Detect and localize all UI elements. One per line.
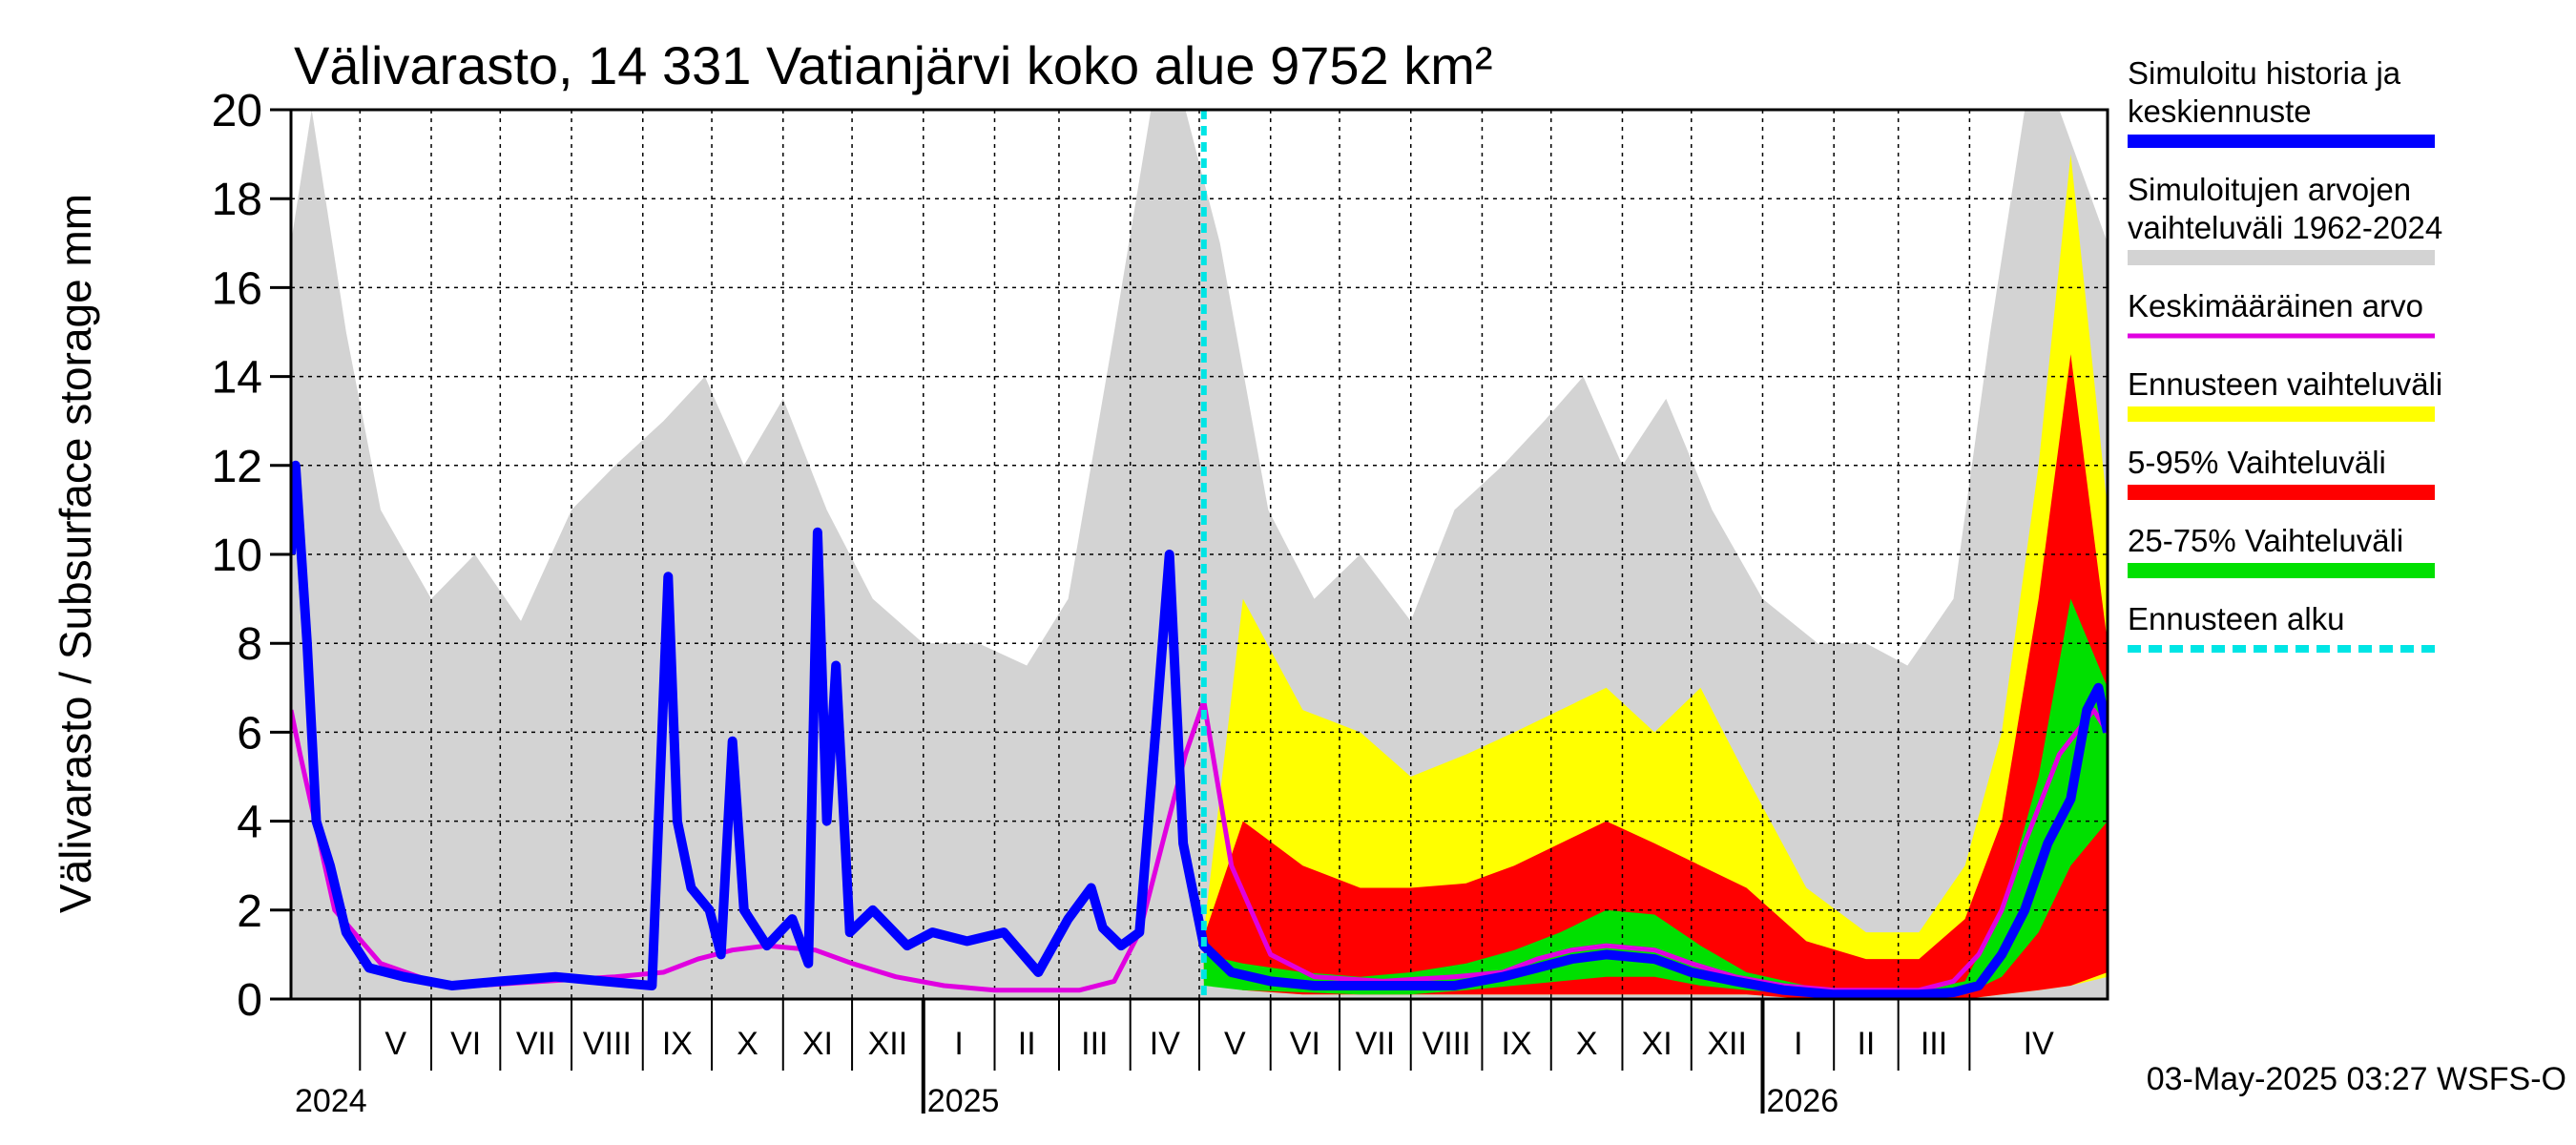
x-month-label: IX bbox=[1502, 1026, 1532, 1062]
x-month-label: VIII bbox=[1423, 1026, 1471, 1062]
x-month-label: IV bbox=[2024, 1026, 2054, 1062]
y-tick-label: 14 bbox=[212, 353, 262, 404]
x-month-label: VII bbox=[516, 1026, 556, 1062]
x-month-label: XII bbox=[868, 1026, 908, 1062]
x-month-label: V bbox=[384, 1026, 406, 1062]
y-tick-label: 6 bbox=[237, 708, 262, 759]
legend-swatch bbox=[2128, 250, 2435, 265]
y-tick-label: 16 bbox=[212, 263, 262, 314]
legend-label: vaihteluväli 1962-2024 bbox=[2128, 210, 2442, 245]
x-month-label: VI bbox=[450, 1026, 481, 1062]
legend-swatch bbox=[2128, 406, 2435, 422]
x-month-label: VI bbox=[1290, 1026, 1320, 1062]
y-tick-label: 0 bbox=[237, 975, 262, 1026]
y-tick-label: 18 bbox=[212, 175, 262, 225]
legend-swatch bbox=[2128, 485, 2435, 500]
x-month-label: X bbox=[1576, 1026, 1598, 1062]
x-month-label: XII bbox=[1707, 1026, 1747, 1062]
x-month-label: VIII bbox=[583, 1026, 632, 1062]
x-year-label: 2026 bbox=[1766, 1083, 1839, 1119]
x-month-label: XI bbox=[1642, 1026, 1672, 1062]
x-month-label: VII bbox=[1356, 1026, 1396, 1062]
footer-timestamp: 03-May-2025 03:27 WSFS-O bbox=[2147, 1061, 2566, 1097]
band-25-75-vaihteluvali bbox=[1203, 598, 2108, 997]
x-month-label: IV bbox=[1150, 1026, 1180, 1062]
y-tick-label: 2 bbox=[237, 886, 262, 937]
y-tick-label: 4 bbox=[237, 798, 262, 848]
legend-label: Ennusteen alku bbox=[2128, 601, 2345, 636]
band-ennusteen-vaihteluvali bbox=[1203, 154, 2108, 999]
legend-label: 25-75% Vaihteluväli bbox=[2128, 523, 2403, 558]
y-ticks: 0 2 4 6 8 10 12 14 16 18 20 bbox=[212, 86, 291, 1026]
x-month-label: X bbox=[737, 1026, 758, 1062]
x-axis: V VI VII VIII IX X XI XII I II III IV V VI VII VIII IX X X… bbox=[295, 999, 2054, 1119]
lines-layer bbox=[291, 110, 2108, 999]
x-month-label: I bbox=[1794, 1026, 1802, 1062]
legend-label: Ennusteen vaihteluväli bbox=[2128, 366, 2442, 402]
x-month-label: V bbox=[1224, 1026, 1246, 1062]
y-tick-label: 10 bbox=[212, 531, 262, 581]
legend-label: Keskimääräinen arvo bbox=[2128, 288, 2423, 323]
x-month-label: III bbox=[1081, 1026, 1108, 1062]
legend-label: 5-95% Vaihteluväli bbox=[2128, 445, 2386, 480]
x-year-label: 2025 bbox=[927, 1083, 1000, 1119]
x-year-label: 2024 bbox=[295, 1083, 367, 1119]
legend-label: Simuloitujen arvojen bbox=[2128, 172, 2411, 207]
x-month-label: II bbox=[1857, 1026, 1875, 1062]
y-tick-label: 20 bbox=[212, 86, 262, 136]
chart-title: Välivarasto, 14 331 Vatianjärvi koko alu… bbox=[294, 35, 1493, 95]
x-month-label: IX bbox=[662, 1026, 693, 1062]
x-month-label: XI bbox=[802, 1026, 833, 1062]
legend-label: Simuloitu historia ja bbox=[2128, 55, 2401, 91]
line-simuloitu-historia-ja-keskiennuste bbox=[291, 460, 2108, 999]
x-month-label: I bbox=[954, 1026, 963, 1062]
x-month-label: II bbox=[1018, 1026, 1036, 1062]
y-axis-label: Välivarasto / Subsurface storage mm bbox=[51, 194, 100, 913]
x-month-label: III bbox=[1921, 1026, 1947, 1062]
legend-swatch bbox=[2128, 563, 2435, 578]
legend-label: keskiennuste bbox=[2128, 94, 2312, 129]
y-tick-label: 8 bbox=[237, 619, 262, 670]
y-tick-label: 12 bbox=[212, 442, 262, 492]
